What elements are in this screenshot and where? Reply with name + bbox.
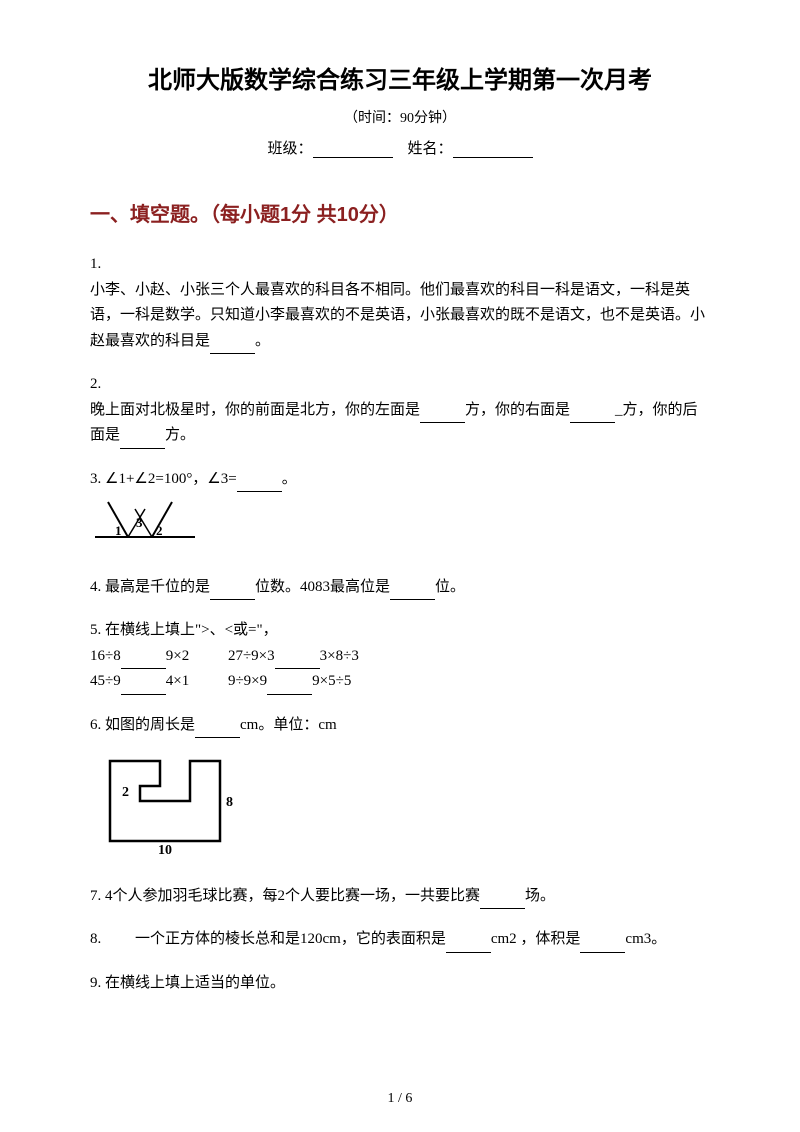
q2-blank-1[interactable] — [420, 408, 465, 423]
q5-e2a: 27÷9×3 — [228, 648, 275, 664]
q1-num: 1. — [90, 252, 710, 278]
exam-title: 北师大版数学综合练习三年级上学期第一次月考 — [90, 60, 710, 95]
svg-text:8: 8 — [226, 795, 233, 810]
q6-diagram: 2 8 10 — [90, 746, 710, 866]
class-label: 班级： — [267, 141, 312, 157]
q7-text-a: 4个人参加羽毛球比赛，每2个人要比赛一场，一共要比赛 — [105, 888, 480, 904]
q6-text-b: cm。单位：cm — [240, 717, 337, 733]
section-1-title: 一、填空题。（每小题1分 共10分） — [90, 198, 710, 227]
q5-e2b: 3×8÷3 — [320, 648, 359, 664]
q2-blank-2[interactable] — [570, 408, 615, 423]
question-3: 3. ∠1+∠2=100°，∠3= 。 1 3 2 — [90, 467, 710, 557]
q5-e1a: 16÷8 — [90, 648, 121, 664]
question-4: 4. 最高是千位的是 位数。4083最高位是 位。 — [90, 575, 710, 601]
q3-text-a: ∠1+∠2=100°，∠3= — [105, 471, 237, 487]
q7-num: 7. — [90, 888, 101, 904]
q4-text-c: 位。 — [435, 579, 465, 595]
q4-blank-2[interactable] — [390, 585, 435, 600]
svg-text:2: 2 — [122, 785, 129, 800]
q2-text-b: 方，你的右面是 — [465, 402, 570, 418]
q1-blank[interactable] — [210, 339, 255, 354]
q5-text: 在横线上填上">、<或="， — [105, 622, 278, 638]
q6-blank[interactable] — [195, 723, 240, 738]
q8-text-a: 一个正方体的棱长总和是120cm，它的表面积是 — [135, 931, 446, 947]
q5-blank-1[interactable] — [121, 654, 166, 669]
q8-num: 8. — [90, 931, 101, 947]
q4-text-a: 最高是千位的是 — [105, 579, 210, 595]
q4-num: 4. — [90, 579, 101, 595]
q3-blank[interactable] — [237, 477, 282, 492]
q5-blank-4[interactable] — [267, 680, 312, 695]
q6-num: 6. — [90, 717, 101, 733]
q5-e4b: 9×5÷5 — [312, 673, 351, 689]
q5-e3b: 4×1 — [166, 673, 189, 689]
page-number: 1 / 6 — [0, 1091, 800, 1107]
q5-num: 5. — [90, 622, 101, 638]
q8-text-c: cm3。 — [625, 931, 666, 947]
q8-blank-2[interactable] — [580, 938, 625, 953]
q8-blank-1[interactable] — [446, 938, 491, 953]
q3-text-b: 。 — [282, 471, 297, 487]
q7-blank[interactable] — [480, 894, 525, 909]
q9-text: 在横线上填上适当的单位。 — [105, 975, 285, 991]
question-5: 5. 在横线上填上">、<或="， 16÷8 9×2 27÷9×3 3×8÷3 45… — [90, 618, 710, 695]
q9-num: 9. — [90, 975, 101, 991]
svg-text:1: 1 — [115, 523, 122, 538]
question-1: 1. 小李、小赵、小张三个人最喜欢的科目各不相同。他们最喜欢的科目一科是语文，一… — [90, 252, 710, 354]
svg-text:3: 3 — [136, 515, 143, 530]
q2-text-d: 方。 — [165, 427, 195, 443]
question-7: 7. 4个人参加羽毛球比赛，每2个人要比赛一场，一共要比赛 场。 — [90, 884, 710, 910]
question-8: 8. 一个正方体的棱长总和是120cm，它的表面积是 cm2 ，体积是 cm3。 — [90, 927, 710, 953]
q3-diagram: 1 3 2 — [90, 497, 710, 557]
q4-text-b: 位数。4083最高位是 — [255, 579, 390, 595]
name-blank[interactable] — [453, 142, 533, 158]
q1-tail: 。 — [255, 333, 270, 349]
q5-blank-3[interactable] — [121, 680, 166, 695]
q2-num: 2. — [90, 372, 710, 398]
q5-e3a: 45÷9 — [90, 673, 121, 689]
q3-num: 3. — [90, 471, 101, 487]
question-2: 2. 晚上面对北极星时，你的前面是北方，你的左面是方，你的右面是_方，你的后面是… — [90, 372, 710, 449]
q5-e4a: 9÷9×9 — [228, 673, 267, 689]
q5-blank-2[interactable] — [275, 654, 320, 669]
q1-text: 小李、小赵、小张三个人最喜欢的科目各不相同。他们最喜欢的科目一科是语文，一科是英… — [90, 282, 705, 349]
q2-text-c: _ — [615, 402, 623, 418]
question-6: 6. 如图的周长是 cm。单位：cm 2 8 10 — [90, 713, 710, 866]
q2-blank-3[interactable] — [120, 434, 165, 449]
class-blank[interactable] — [313, 142, 393, 158]
q4-blank-1[interactable] — [210, 585, 255, 600]
q7-text-b: 场。 — [525, 888, 555, 904]
question-9: 9. 在横线上填上适当的单位。 — [90, 971, 710, 997]
svg-text:2: 2 — [156, 523, 163, 538]
q6-text-a: 如图的周长是 — [105, 717, 195, 733]
exam-time: （时间：90分钟） — [90, 107, 710, 127]
q5-e1b: 9×2 — [166, 648, 189, 664]
student-info: 班级： 姓名： — [90, 137, 710, 158]
svg-text:10: 10 — [158, 843, 172, 856]
name-label: 姓名： — [408, 141, 453, 157]
q8-text-b: cm2 ，体积是 — [491, 931, 581, 947]
q2-text-a: 晚上面对北极星时，你的前面是北方，你的左面是 — [90, 402, 420, 418]
